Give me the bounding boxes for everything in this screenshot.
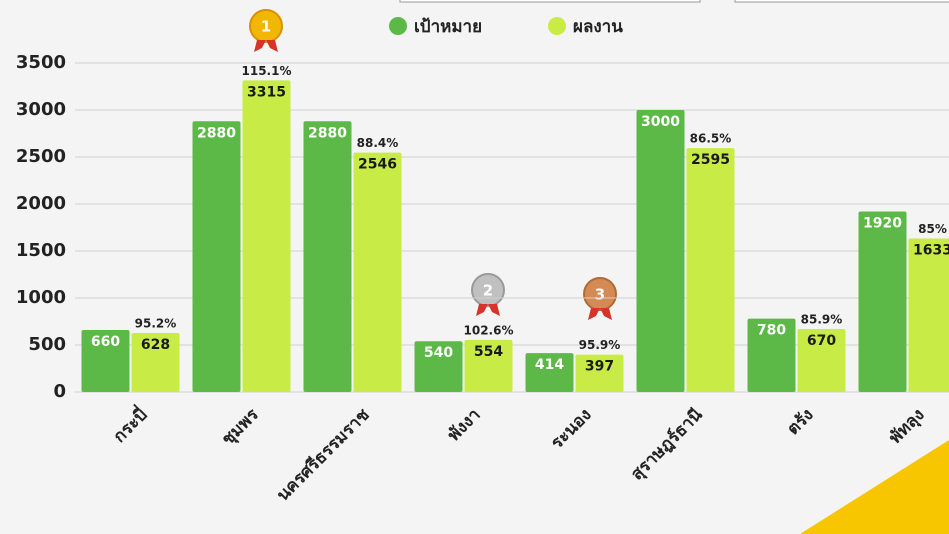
x-tick-label: สุราษฎร์ธานี — [626, 404, 706, 484]
x-tick-label: พังงา — [444, 405, 485, 446]
bar — [686, 148, 735, 392]
value-label: 628 — [141, 337, 170, 353]
value-label: 660 — [91, 334, 120, 350]
medal: 2 — [471, 273, 505, 316]
value-label: 1633 — [913, 242, 949, 258]
bar — [81, 329, 130, 392]
bar — [303, 121, 352, 392]
y-tick-label: 500 — [28, 334, 66, 355]
y-tick-label: 2000 — [16, 193, 66, 214]
value-label: 397 — [585, 359, 614, 375]
percent-label: 115.1% — [242, 64, 292, 78]
value-label: 554 — [474, 344, 503, 360]
medal: 1 — [249, 9, 283, 52]
percent-label: 95.2% — [135, 316, 177, 330]
value-label: 670 — [807, 333, 836, 349]
y-tick-label: 1000 — [16, 287, 66, 308]
bar — [192, 121, 241, 392]
value-label: 3000 — [641, 114, 680, 130]
y-tick-label: 1500 — [16, 240, 66, 261]
bar — [858, 211, 907, 392]
value-label: 540 — [424, 345, 453, 361]
bar — [242, 80, 291, 392]
y-tick-label: 2500 — [16, 146, 66, 167]
bar — [525, 353, 574, 392]
y-tick-label: 3500 — [16, 52, 66, 73]
x-tick-label: ตรัง — [783, 405, 817, 439]
value-label: 2546 — [358, 157, 397, 173]
y-tick-label: 3000 — [16, 99, 66, 120]
x-tick-label: กระบี่ — [107, 403, 151, 447]
medal-rank: 1 — [261, 18, 271, 36]
x-tick-label: พัทลุง — [885, 405, 928, 448]
corner-decoration — [800, 440, 949, 534]
bar — [575, 354, 624, 392]
bar — [414, 341, 463, 392]
value-label: 414 — [535, 357, 564, 373]
percent-label: 88.4% — [357, 136, 399, 150]
percent-label: 85.9% — [801, 313, 843, 327]
bar — [908, 238, 949, 392]
x-tick-label: นครศรีธรรมราช — [272, 404, 374, 506]
y-tick-label: 0 — [53, 381, 66, 402]
percent-label: 95.9% — [579, 338, 621, 352]
value-label: 2880 — [197, 125, 236, 141]
legend-swatch — [389, 17, 407, 35]
x-tick-label: ระนอง — [547, 405, 595, 453]
value-label: 3315 — [247, 84, 286, 100]
bar — [747, 318, 796, 392]
bar — [353, 152, 402, 392]
medal-rank: 2 — [483, 282, 493, 300]
bar — [131, 332, 180, 392]
value-label: 1920 — [863, 216, 902, 232]
percent-label: 86.5% — [690, 132, 732, 146]
percent-label: 85% — [918, 222, 947, 236]
value-label: 2880 — [308, 125, 347, 141]
legend-label: เป้าหมาย — [414, 17, 482, 37]
top-box — [734, 0, 949, 3]
legend-label: ผลงาน — [573, 17, 623, 37]
legend: เป้าหมาย ผลงาน — [389, 17, 623, 37]
value-label: 2595 — [691, 152, 730, 168]
value-label: 780 — [757, 323, 786, 339]
legend-swatch — [548, 17, 566, 35]
top-box — [399, 0, 701, 3]
medal-rank: 3 — [595, 286, 605, 304]
x-tick-label: ชุมพร — [218, 404, 263, 449]
percent-label: 102.6% — [464, 323, 514, 337]
bar — [797, 329, 846, 392]
bar — [464, 339, 513, 392]
bar — [636, 110, 685, 392]
medal: 3 — [583, 277, 617, 320]
